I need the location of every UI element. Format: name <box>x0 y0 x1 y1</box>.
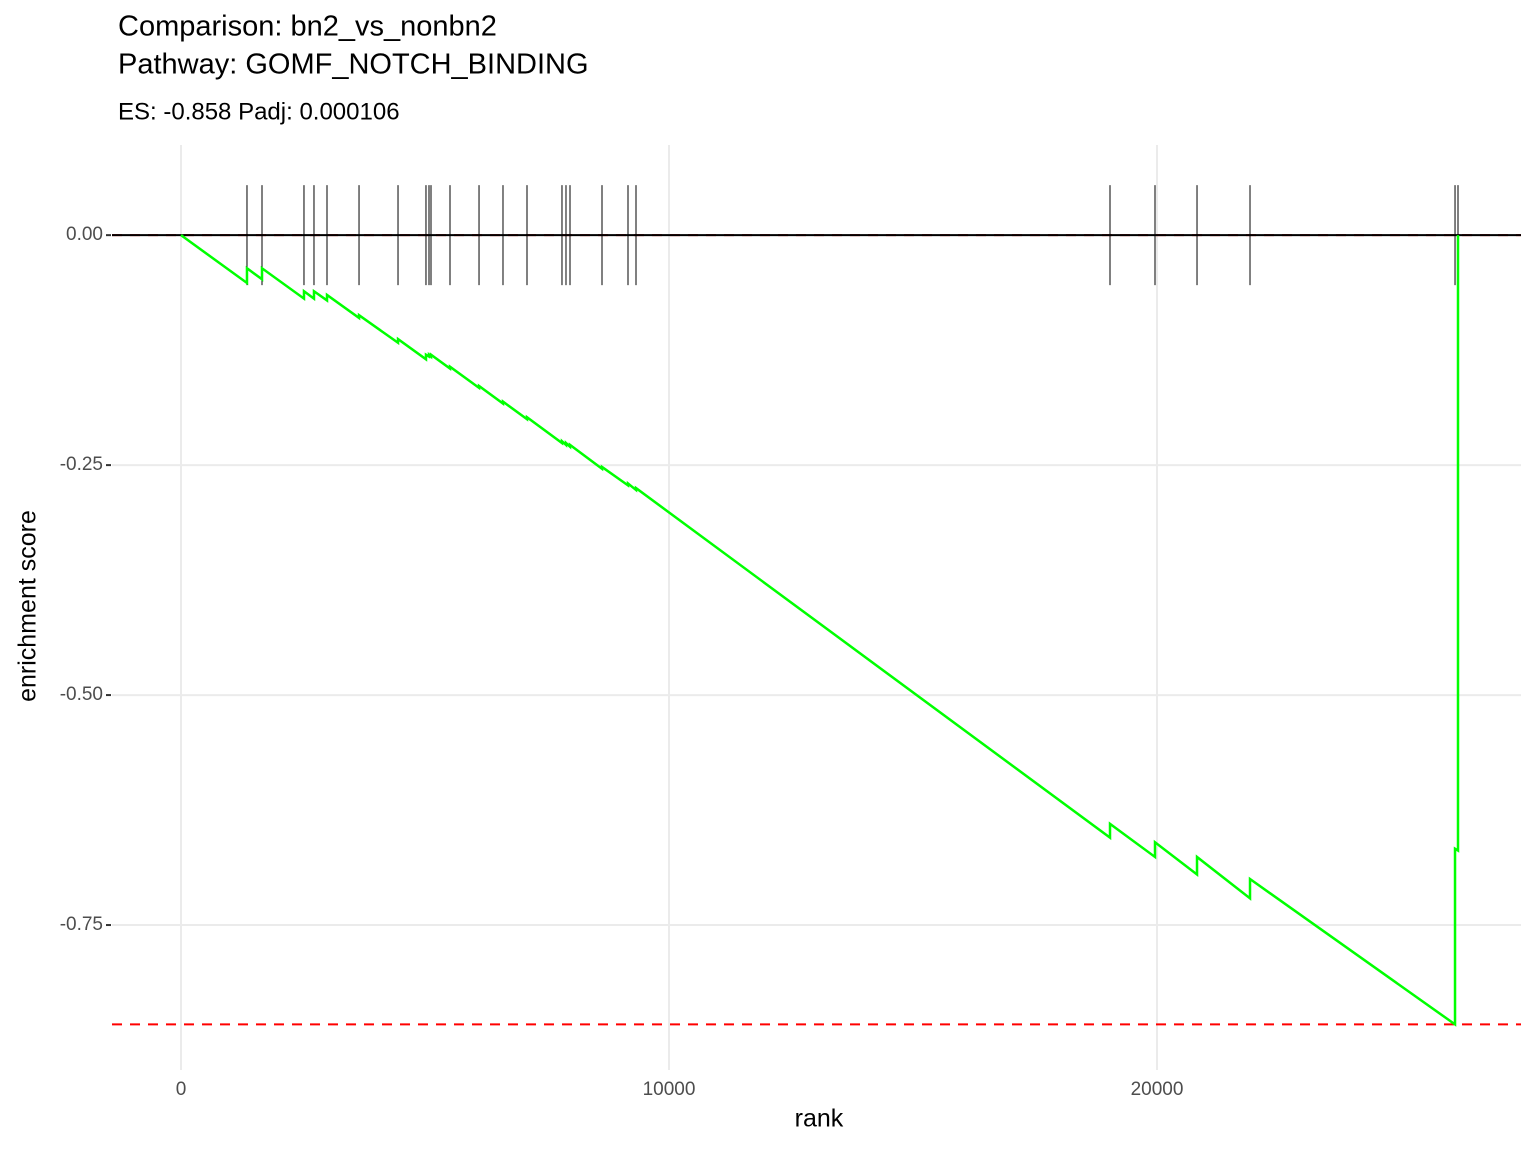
chart-title: Pathway: GOMF_NOTCH_BINDING <box>118 49 589 81</box>
y-axis-title: enrichment score <box>14 510 42 702</box>
x-tick-label: 20000 <box>1131 1079 1184 1100</box>
y-tick-label: -0.50 <box>60 684 103 705</box>
y-tick-label: 0.00 <box>66 224 103 245</box>
x-tick-label: 0 <box>176 1079 187 1100</box>
chart-title: Comparison: bn2_vs_nonbn2 <box>118 11 497 43</box>
enrichment-line <box>180 234 1460 1027</box>
chart-subtitle: ES: -0.858 Padj: 0.000106 <box>118 98 400 125</box>
y-tick-label: -0.25 <box>60 454 103 475</box>
y-tick-label: -0.75 <box>60 914 103 935</box>
x-tick-label: 10000 <box>643 1079 696 1100</box>
x-axis-title: rank <box>795 1105 844 1133</box>
